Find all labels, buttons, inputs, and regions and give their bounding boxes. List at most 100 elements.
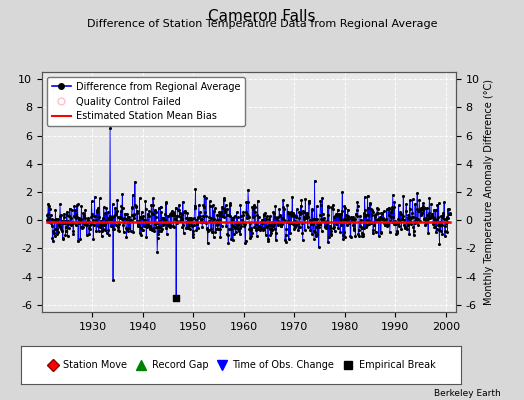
Point bbox=[243, 211, 252, 217]
Point bbox=[220, 195, 228, 202]
Point bbox=[353, 207, 361, 213]
Point bbox=[368, 206, 376, 213]
Point bbox=[374, 206, 382, 212]
Point bbox=[292, 214, 300, 220]
Point bbox=[73, 201, 82, 208]
Point bbox=[114, 224, 122, 230]
Point bbox=[357, 225, 366, 231]
Point bbox=[224, 232, 232, 238]
Point bbox=[232, 229, 240, 235]
Point bbox=[267, 221, 275, 228]
Point bbox=[172, 295, 180, 301]
Point bbox=[383, 221, 391, 228]
Point bbox=[55, 221, 63, 228]
Point bbox=[394, 220, 402, 226]
Point bbox=[303, 213, 312, 220]
Point bbox=[222, 222, 231, 229]
Point bbox=[324, 239, 332, 246]
Point bbox=[316, 211, 324, 218]
Point bbox=[81, 221, 90, 228]
Point bbox=[144, 223, 152, 230]
Point bbox=[303, 224, 312, 230]
Point bbox=[95, 214, 103, 220]
Point bbox=[431, 207, 440, 214]
Point bbox=[45, 219, 53, 225]
Point bbox=[342, 222, 351, 228]
Point bbox=[421, 205, 429, 212]
Point bbox=[338, 189, 346, 195]
Point bbox=[68, 207, 76, 214]
Point bbox=[288, 194, 297, 200]
Point bbox=[391, 221, 400, 227]
Point bbox=[387, 208, 395, 215]
Point bbox=[149, 195, 157, 202]
Point bbox=[265, 222, 273, 228]
Point bbox=[173, 207, 182, 214]
Point bbox=[424, 213, 433, 220]
Point bbox=[233, 209, 241, 215]
Point bbox=[167, 222, 175, 229]
Point bbox=[319, 217, 328, 223]
Point bbox=[335, 214, 344, 221]
Point bbox=[250, 224, 258, 230]
Point bbox=[130, 211, 139, 217]
Point bbox=[387, 214, 395, 220]
Point bbox=[112, 209, 120, 215]
Point bbox=[176, 218, 184, 224]
Point bbox=[72, 215, 81, 221]
Point bbox=[242, 199, 250, 206]
Point bbox=[62, 228, 70, 234]
Point bbox=[405, 231, 413, 237]
Point bbox=[314, 244, 323, 250]
Point bbox=[421, 222, 429, 228]
Point bbox=[440, 216, 448, 222]
Point bbox=[334, 225, 342, 231]
Point bbox=[416, 206, 424, 213]
Point bbox=[341, 205, 350, 211]
Point bbox=[119, 222, 127, 228]
Point bbox=[216, 234, 224, 240]
Point bbox=[298, 230, 307, 236]
Point bbox=[268, 219, 276, 225]
Point bbox=[373, 210, 381, 216]
Point bbox=[171, 295, 180, 301]
Point bbox=[300, 216, 308, 222]
Point bbox=[60, 210, 68, 217]
Point bbox=[264, 237, 272, 244]
Point bbox=[188, 223, 196, 229]
Point bbox=[235, 228, 244, 234]
Point bbox=[350, 217, 358, 224]
Point bbox=[169, 209, 177, 215]
Point bbox=[436, 222, 444, 229]
Point bbox=[181, 209, 189, 215]
Point bbox=[382, 216, 390, 222]
Point bbox=[245, 225, 254, 232]
Point bbox=[289, 213, 297, 219]
Point bbox=[45, 202, 53, 209]
Point bbox=[130, 212, 138, 218]
Point bbox=[126, 216, 135, 223]
Point bbox=[198, 216, 206, 222]
Point bbox=[107, 222, 115, 229]
Point bbox=[398, 212, 407, 218]
Point bbox=[224, 226, 233, 232]
Point bbox=[74, 214, 83, 221]
Point bbox=[65, 213, 73, 220]
Point bbox=[445, 211, 454, 218]
Point bbox=[315, 221, 324, 228]
Point bbox=[314, 223, 322, 229]
Point bbox=[134, 223, 142, 229]
Point bbox=[248, 205, 257, 212]
Point bbox=[161, 200, 170, 207]
Point bbox=[178, 211, 186, 218]
Point bbox=[329, 206, 337, 213]
Point bbox=[164, 213, 172, 220]
Point bbox=[105, 216, 113, 222]
Point bbox=[43, 211, 52, 217]
Point bbox=[171, 216, 180, 222]
Point bbox=[221, 208, 230, 215]
Point bbox=[429, 216, 438, 222]
Point bbox=[260, 211, 268, 217]
Point bbox=[394, 216, 402, 222]
Point bbox=[158, 215, 167, 221]
